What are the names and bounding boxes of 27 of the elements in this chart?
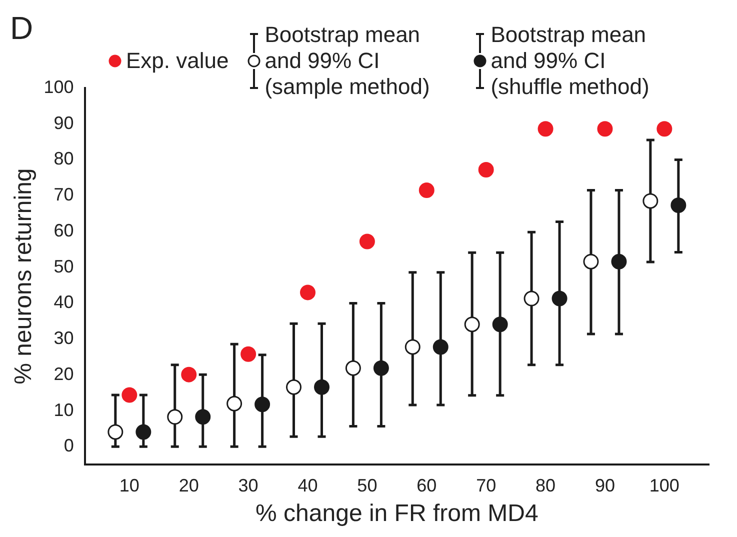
legend-label: Bootstrap mean and 99% CI (shuffle method) (490, 22, 650, 100)
y-tick-label: 10 (54, 400, 74, 420)
x-tick-label: 90 (594, 475, 615, 496)
y-tick-label: 60 (54, 220, 74, 240)
x-tick-label: 20 (178, 475, 199, 496)
x-tick-label: 60 (416, 475, 437, 496)
x-tick-label: 40 (298, 475, 318, 496)
legend-label: Exp. value (126, 48, 229, 74)
legend-label: Bootstrap mean and 99% CI (sample method) (264, 22, 431, 100)
y-tick-label: 40 (54, 292, 74, 312)
x-axis-title: % change in FR from MD4 (256, 500, 538, 528)
x-tick-label: 70 (476, 475, 496, 496)
y-tick-label: 50 (54, 256, 74, 276)
y-tick-label: 20 (54, 364, 74, 384)
y-tick-label: 90 (54, 112, 74, 133)
x-tick-label: 50 (357, 475, 378, 496)
chart-title: D (10, 10, 34, 47)
y-tick-label: 80 (54, 148, 74, 169)
y-tick-label: 0 (64, 436, 74, 456)
y-tick-label: 70 (54, 184, 74, 205)
y-axis-title: % neurons returning (10, 168, 38, 384)
y-tick-label: 100 (44, 76, 74, 97)
x-tick-label: 100 (649, 475, 680, 496)
x-tick-label: 30 (238, 475, 258, 496)
x-tick-label: 10 (119, 475, 140, 496)
x-tick-label: 80 (536, 475, 556, 496)
y-tick-label: 30 (54, 328, 74, 348)
